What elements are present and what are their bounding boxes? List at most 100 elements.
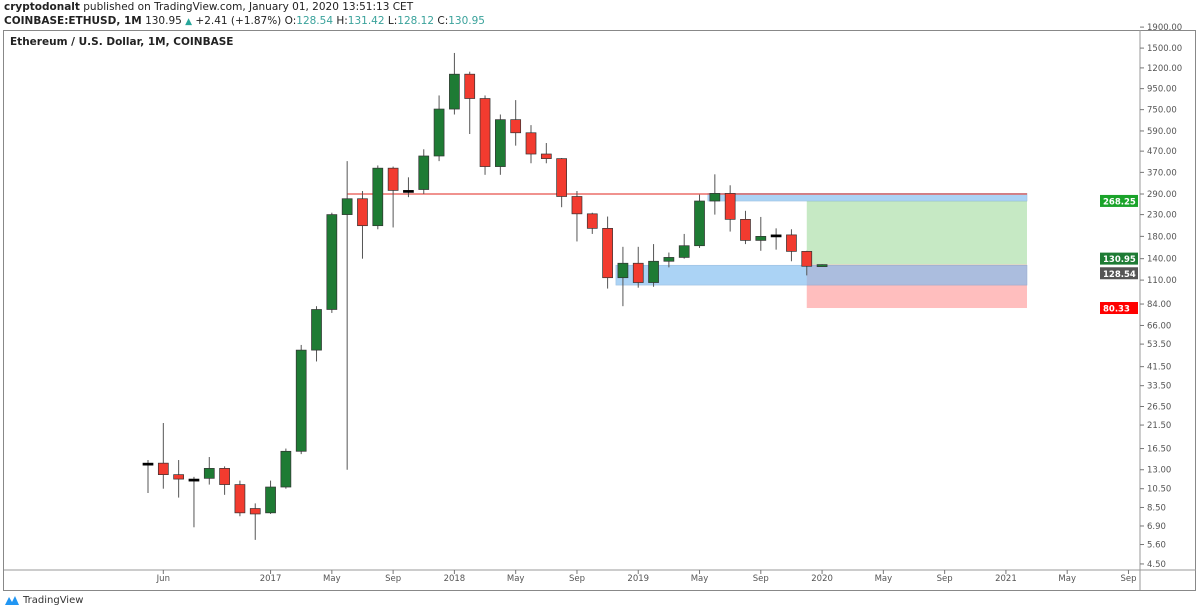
candle-body <box>617 262 629 279</box>
price-tick-label: 10.50 <box>1147 485 1171 495</box>
candle-body <box>203 468 215 479</box>
candle-body <box>433 108 445 157</box>
time-tick-label: 2017 <box>260 574 282 584</box>
time-tick-label: 2019 <box>627 574 649 584</box>
candle-body <box>755 236 767 241</box>
candle-body <box>372 167 384 227</box>
price-tick-label: 84.00 <box>1147 300 1171 310</box>
candle-body <box>632 262 644 283</box>
candle-body <box>571 196 583 215</box>
candle-body <box>510 119 522 134</box>
candle-body <box>403 190 414 193</box>
candle-body <box>816 264 828 267</box>
time-tick-label: May <box>691 574 709 584</box>
low-label: L: <box>387 15 398 27</box>
price-label: 128.54 <box>1103 270 1136 280</box>
price-tick-label: 470.00 <box>1147 147 1177 157</box>
open-label: O: <box>284 15 297 27</box>
candle-body <box>709 193 721 202</box>
candle-body <box>418 155 430 190</box>
candle-body <box>648 260 659 283</box>
price-tick-label: 41.50 <box>1147 363 1171 373</box>
price-tick-label: 110.00 <box>1147 276 1177 286</box>
price-label-badge <box>1100 302 1138 315</box>
candle-body <box>556 158 567 197</box>
publish-info: cryptodonalt published on TradingView.co… <box>4 1 413 13</box>
close-label: C: <box>437 15 449 27</box>
price-tick-label: 370.00 <box>1147 168 1177 178</box>
candle-body <box>142 462 154 466</box>
candle-body <box>464 73 476 99</box>
price-label-badge <box>1100 252 1138 265</box>
candle-body <box>280 450 292 488</box>
support-zone <box>615 264 1028 286</box>
price-label: 80.33 <box>1103 305 1130 315</box>
price-tick-label: 750.00 <box>1147 106 1177 116</box>
time-tick-label: 2021 <box>995 574 1017 584</box>
time-tick-label: May <box>507 574 525 584</box>
price-tick-label: 1900.00 <box>1147 23 1182 33</box>
open-value: 128.54 <box>296 15 334 27</box>
price-tick-label: 140.00 <box>1147 255 1177 265</box>
price-label: 268.25 <box>1103 197 1136 207</box>
chart-frame <box>3 30 1196 591</box>
price-tick-label: 16.50 <box>1147 445 1171 455</box>
candle-body <box>495 119 506 167</box>
price-label: 130.95 <box>1103 255 1136 265</box>
price-tick-label: 950.00 <box>1147 85 1177 95</box>
candle-body <box>219 468 230 485</box>
candle-body <box>740 219 751 241</box>
time-tick-label: Jun <box>156 574 170 584</box>
high-value: 131.42 <box>347 15 385 27</box>
candle-body <box>326 214 338 310</box>
low-value: 128.12 <box>397 15 435 27</box>
symbol-info: COINBASE:ETHUSD, 1M 130.95 ▲ +2.41 (+1.8… <box>4 15 485 27</box>
time-tick-label: Sep <box>1120 574 1136 584</box>
candle-body <box>249 508 261 515</box>
publisher-name[interactable]: cryptodonalt <box>4 1 80 13</box>
candle-body <box>173 474 184 480</box>
candle-body <box>678 245 690 258</box>
price-tick-label: 6.90 <box>1147 522 1166 532</box>
price-tick-label: 8.50 <box>1147 503 1166 513</box>
triangle-up-icon: ▲ <box>185 17 193 27</box>
candle-body <box>449 73 460 110</box>
price-tick-label: 21.50 <box>1147 421 1171 431</box>
candle-body <box>770 234 782 238</box>
published-text: published on TradingView.com, January 01… <box>83 1 414 13</box>
candle-body <box>724 193 736 220</box>
price-tick-label: 1200.00 <box>1147 64 1182 74</box>
candle-body <box>357 198 368 227</box>
candle-body <box>265 486 276 514</box>
candle-body <box>786 234 797 252</box>
candle-body <box>295 349 307 452</box>
candle-body <box>663 257 675 262</box>
time-tick-label: Sep <box>569 574 585 584</box>
price-tick-label: 13.00 <box>1147 466 1171 476</box>
tradingview-logo <box>5 596 19 605</box>
time-tick-label: Sep <box>385 574 401 584</box>
time-tick-label: Sep <box>937 574 953 584</box>
time-tick-label: 2018 <box>444 574 466 584</box>
target-zone <box>806 200 1027 265</box>
price-tick-label: 26.50 <box>1147 402 1171 412</box>
price-tick-label: 5.60 <box>1147 541 1166 551</box>
time-tick-label: May <box>1058 574 1076 584</box>
chart-title: Ethereum / U.S. Dollar, 1M, COINBASE <box>10 36 234 48</box>
close-value: 130.95 <box>448 15 485 27</box>
price-tick-label: 290.00 <box>1147 190 1177 200</box>
time-tick-label: 2020 <box>811 574 833 584</box>
price-tick-label: 53.50 <box>1147 340 1171 350</box>
price-tick-label: 1500.00 <box>1147 44 1182 54</box>
time-tick-label: May <box>875 574 893 584</box>
price-tick-label: 33.50 <box>1147 382 1171 392</box>
time-tick-label: Sep <box>753 574 769 584</box>
candle-body <box>540 153 552 159</box>
candle-body <box>188 478 200 482</box>
price-change: +2.41 (+1.87%) <box>195 15 282 27</box>
candle-body <box>602 228 613 279</box>
candle-body <box>694 200 705 247</box>
candle-body <box>157 462 169 475</box>
price-tick-label: 180.00 <box>1147 232 1177 242</box>
